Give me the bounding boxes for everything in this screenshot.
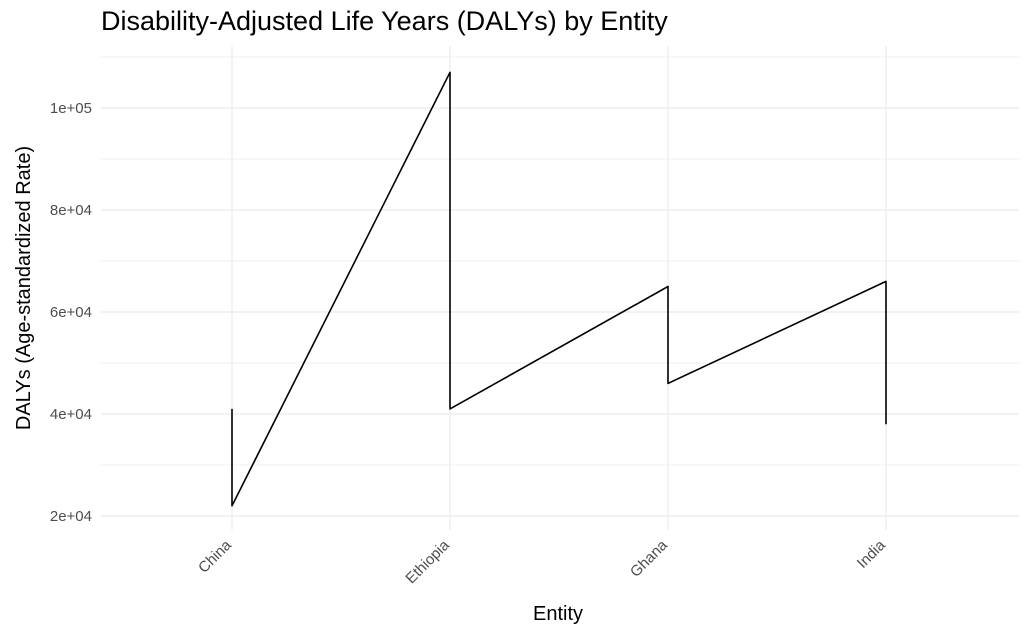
y-axis-title: DALYs (Age-standardized Rate) [13, 146, 35, 430]
x-axis-title: Entity [533, 603, 583, 625]
x-tick-label: Ethiopia [402, 536, 453, 587]
y-tick-label: 2e+04 [50, 508, 92, 525]
data-line-layer [231, 71, 887, 507]
data-line [231, 71, 887, 507]
x-tick-label: Ghana [627, 536, 671, 580]
y-tick-label: 8e+04 [50, 202, 92, 219]
x-tick-labels: China Ethiopia Ghana India [195, 536, 889, 587]
y-tick-label: 4e+04 [50, 406, 92, 423]
y-tick-label: 1e+05 [50, 100, 92, 117]
y-tick-labels: 2e+04 4e+04 6e+04 8e+04 1e+05 [50, 100, 92, 525]
chart-title: Disability-Adjusted Life Years (DALYs) b… [101, 6, 668, 36]
grid-layer [101, 46, 1019, 530]
x-tick-label: China [195, 536, 235, 576]
x-tick-label: India [854, 536, 889, 571]
y-tick-label: 6e+04 [50, 304, 92, 321]
